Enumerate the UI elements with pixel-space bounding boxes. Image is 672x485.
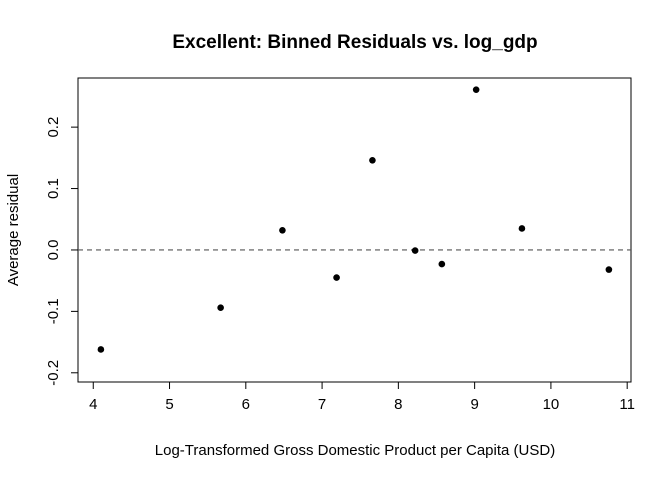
y-tick-label: 0.0	[45, 240, 62, 261]
y-tick-label: -0.1	[45, 298, 62, 324]
x-tick-label: 8	[394, 396, 402, 413]
x-tick-label: 11	[619, 396, 635, 413]
data-point	[217, 304, 224, 311]
y-tick-label: 0.1	[45, 178, 62, 199]
x-tick-label: 4	[89, 396, 97, 413]
plot-frame	[77, 77, 632, 383]
data-point	[97, 346, 105, 353]
x-tick-label: 7	[318, 396, 326, 413]
data-point	[605, 266, 613, 273]
x-tick-label: 10	[543, 396, 560, 413]
y-tick-label: -0.2	[45, 360, 62, 386]
chart-title: Excellent: Binned Residuals vs. log_gdp	[172, 32, 537, 53]
y-axis-label: Average residual	[5, 174, 22, 286]
data-point	[472, 86, 480, 93]
x-tick-label: 5	[165, 396, 173, 413]
x-tick-label: 6	[242, 396, 250, 413]
data-point	[438, 260, 446, 268]
y-tick-label: 0.2	[45, 117, 62, 138]
x-axis-label: Log-Transformed Gross Domestic Product p…	[155, 442, 555, 459]
data-point	[518, 225, 526, 232]
x-tick-label: 9	[470, 396, 478, 413]
data-point	[279, 227, 286, 234]
data-point	[333, 274, 340, 281]
data-point	[369, 156, 376, 164]
plot-area: 4 5 6 7 8 9 10 11 -0.2 -0.1 0.0 0.1 0.2	[45, 77, 635, 413]
data-point	[411, 247, 419, 254]
